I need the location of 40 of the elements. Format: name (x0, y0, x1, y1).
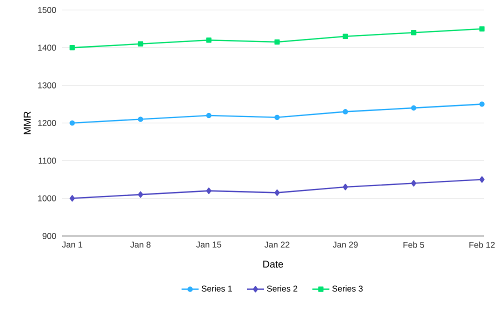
point (479, 102, 485, 107)
point (479, 176, 485, 183)
y-tick-label: 1300 (38, 82, 56, 88)
point (70, 195, 75, 202)
y-tick-label: 900 (42, 233, 56, 239)
point (70, 45, 75, 50)
x-tick-label: Feb 12 (469, 242, 495, 248)
legend-label: Series 3 (332, 285, 363, 292)
point (274, 189, 280, 196)
point (206, 188, 212, 194)
y-axis-title: MMR (24, 112, 31, 134)
point (138, 191, 144, 198)
point (411, 105, 416, 111)
x-tick-label: Jan 22 (264, 242, 290, 248)
point (274, 39, 280, 45)
y-tick-label: 1200 (38, 120, 56, 126)
point (206, 37, 212, 43)
point (411, 180, 416, 187)
x-tick-label: Feb 5 (404, 242, 424, 248)
point (138, 116, 144, 122)
point (342, 34, 348, 40)
x-tick-label: Jan 15 (196, 242, 222, 248)
y-tick-label: 1100 (38, 158, 56, 164)
point (206, 112, 212, 118)
y-tick-label: 1500 (38, 7, 56, 13)
legend-label: Series 2 (267, 285, 298, 292)
y-tick-label: 1000 (38, 195, 56, 202)
point (342, 184, 348, 190)
x-tick-label: Jan 29 (332, 242, 358, 248)
point (479, 26, 485, 32)
y-tick-label: 1400 (38, 44, 56, 51)
legend-label: Series 1 (202, 285, 232, 292)
point (138, 41, 144, 47)
point (70, 120, 75, 126)
point (274, 114, 280, 120)
point (342, 109, 348, 114)
x-axis-title: Date (263, 260, 284, 268)
x-tick-label: Jan 8 (130, 242, 151, 248)
point (411, 30, 416, 36)
x-tick-label: Jan 1 (62, 242, 82, 248)
